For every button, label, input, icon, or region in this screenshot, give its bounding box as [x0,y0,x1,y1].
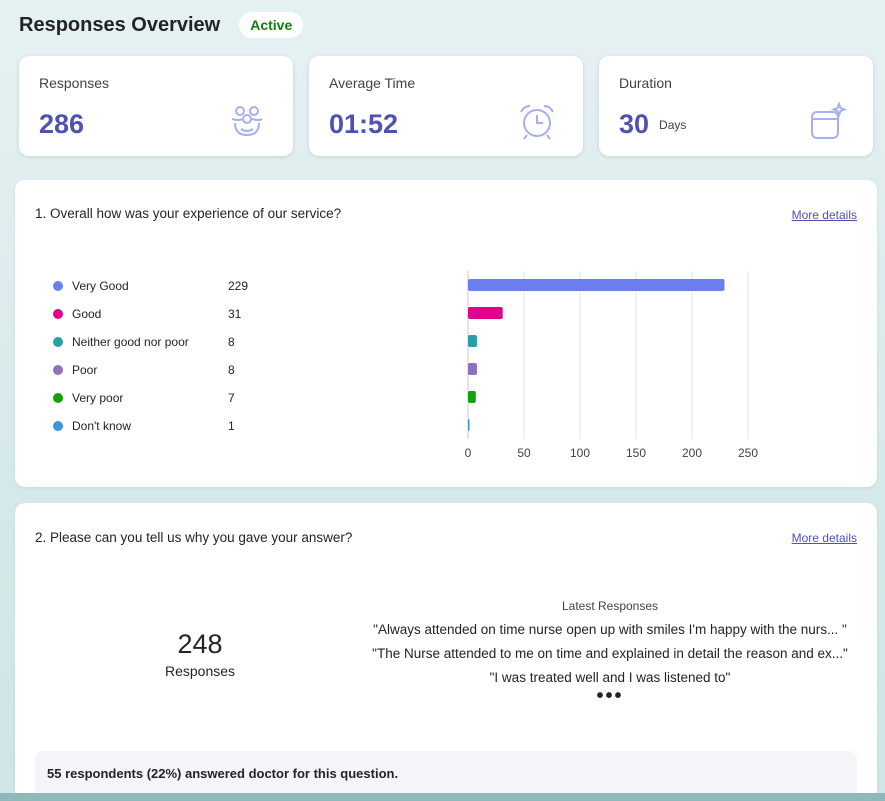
question-2-panel: 2. Please can you tell us why you gave y… [15,503,877,801]
people-icon [231,106,263,137]
responses-count: 248 [177,629,223,659]
x-tick-label: 100 [570,446,590,460]
window-bottom-edge [0,793,885,801]
bar-don-t-know[interactable] [468,419,470,431]
latest-response-item[interactable]: "I was treated well and I was listened t… [489,670,731,685]
legend-dot-icon [53,281,63,291]
legend-dot-icon [53,365,63,375]
stat-card-average-time: Average Time 01:52 [309,56,583,156]
latest-response-item[interactable]: "Always attended on time nurse open up w… [373,622,847,637]
status-badge: Active [239,12,304,38]
legend-count: 7 [228,391,235,405]
stat-unit: Days [659,118,687,132]
stat-label: Duration [619,75,672,91]
legend-item: Good 31 [53,304,241,324]
legend-count: 31 [228,307,242,321]
legend-item: Poor 8 [53,360,235,380]
bar-chart: 0 50 100 150 200 250 [465,271,758,460]
responses-label: Responses [164,663,236,679]
legend-count: 1 [228,419,235,433]
x-tick-label: 200 [682,446,702,460]
bar-very-good[interactable] [468,279,725,291]
legend-label: Good [72,307,102,321]
legend-item: Don't know 1 [53,416,235,436]
x-tick-label: 50 [517,446,531,460]
latest-responses-title: Latest Responses [561,599,659,613]
legend-item: Neither good nor poor 8 [53,332,235,352]
legend-count: 229 [228,279,249,293]
more-responses-ellipsis[interactable]: ••• [596,685,624,707]
x-tick-label: 150 [626,446,646,460]
stat-value: 286 [39,109,85,139]
stat-value: 30 Days [619,109,687,139]
bar-neither-good-nor-poor[interactable] [468,335,477,347]
legend-label: Very poor [72,391,124,405]
question-1-panel: 1. Overall how was your experience of ou… [15,180,877,487]
bar-poor[interactable] [468,363,477,375]
x-tick-label: 250 [738,446,758,460]
bar-good[interactable] [468,307,503,319]
legend-label: Poor [72,363,98,377]
header: Responses Overview Active [19,12,304,38]
summary-box: 55 respondents (22%) answered doctor for… [35,751,857,801]
bar-very-poor[interactable] [468,391,476,403]
legend-dot-icon [53,393,63,403]
alarm-clock-icon [520,105,554,140]
stat-card-responses: Responses 286 [19,56,293,156]
more-details-link[interactable]: More details [791,208,857,222]
calendar-sparkle-icon [811,102,847,139]
legend-item: Very Good 229 [53,276,248,296]
stat-label: Average Time [329,75,416,91]
page-title: Responses Overview [19,13,221,36]
legend-count: 8 [228,363,235,377]
legend-label: Neither good nor poor [72,335,189,349]
x-tick-label: 0 [465,446,472,460]
stat-card-duration: Duration 30 Days [599,56,873,156]
latest-response-item[interactable]: "The Nurse attended to me on time and ex… [372,646,848,661]
legend-dot-icon [53,421,63,431]
question-title: 1. Overall how was your experience of ou… [35,206,342,221]
stat-value: 01:52 [329,109,399,139]
more-details-link[interactable]: More details [791,531,857,545]
legend-label: Don't know [72,419,131,433]
legend-dot-icon [53,309,63,319]
legend-label: Very Good [72,279,129,293]
legend-dot-icon [53,337,63,347]
summary-text: 55 respondents (22%) answered doctor for… [47,766,399,781]
question-title: 2. Please can you tell us why you gave y… [35,530,353,545]
stat-label: Responses [39,75,110,91]
legend-item: Very poor 7 [53,388,235,408]
legend-count: 8 [228,335,235,349]
